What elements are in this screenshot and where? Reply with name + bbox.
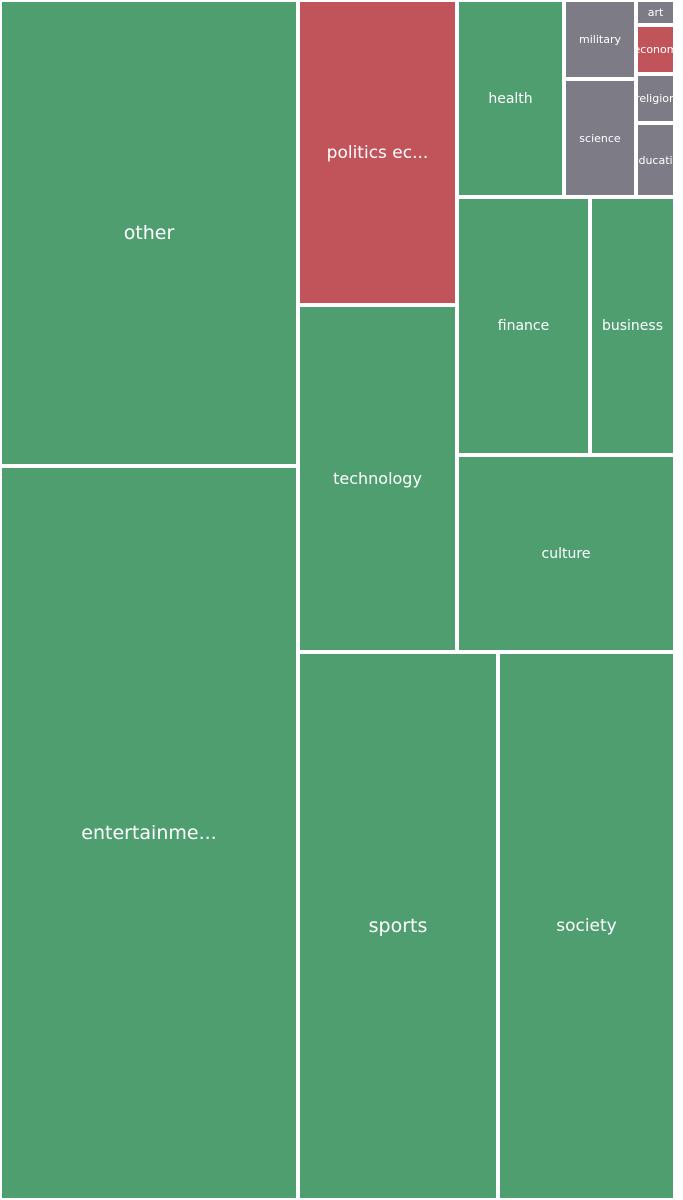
treemap-cell-culture: culture <box>457 455 675 652</box>
treemap-cell-label: educatio <box>638 153 673 167</box>
treemap-cell-finance: finance <box>457 197 590 455</box>
treemap-cell-label: sports <box>368 915 428 937</box>
treemap-cell-label: religion <box>636 92 675 105</box>
treemap-cell-label: science <box>579 131 621 145</box>
treemap-cell-label: society <box>556 916 617 936</box>
treemap-cell-label: other <box>123 222 175 244</box>
treemap-cell-art: art <box>636 0 675 25</box>
treemap-cell-econom: econom <box>636 25 675 74</box>
treemap-cell-society: society <box>498 652 675 1200</box>
treemap-cell-label: business <box>601 318 664 334</box>
treemap-cell-label: military <box>579 33 621 46</box>
treemap-cell-label: art <box>647 6 664 19</box>
treemap-cell-military: military <box>564 0 636 79</box>
treemap-cell-entertainme: entertainme... <box>0 466 298 1200</box>
treemap-cell-business: business <box>590 197 675 455</box>
treemap-cell-sports: sports <box>298 652 498 1200</box>
treemap-cell-politics-ec: politics ec... <box>298 0 457 305</box>
treemap-cell-label: health <box>488 90 533 107</box>
treemap-cell-health: health <box>457 0 564 197</box>
treemap-cell-educatio: educatio <box>636 123 675 197</box>
treemap-cell-religion: religion <box>636 74 675 123</box>
treemap-cell-science: science <box>564 79 636 197</box>
treemap-cell-label: politics ec... <box>326 142 429 163</box>
treemap-cell-label: entertainme... <box>81 822 217 844</box>
treemap-cell-technology: technology <box>298 305 457 652</box>
treemap-cell-label: finance <box>497 318 550 334</box>
treemap-cell-other: other <box>0 0 298 466</box>
treemap-cell-label: technology <box>333 469 422 488</box>
treemap-cell-label: econom <box>638 43 673 56</box>
treemap-cell-label: culture <box>541 545 591 562</box>
